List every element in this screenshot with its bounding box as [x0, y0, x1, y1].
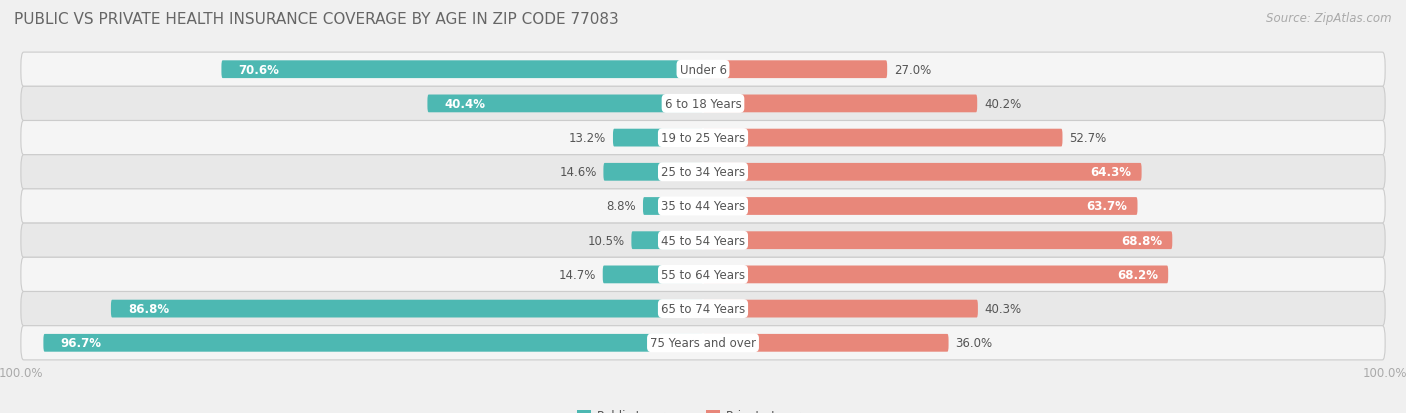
- FancyBboxPatch shape: [703, 266, 1168, 284]
- FancyBboxPatch shape: [21, 292, 1385, 326]
- FancyBboxPatch shape: [703, 198, 1137, 215]
- Text: 52.7%: 52.7%: [1070, 132, 1107, 145]
- FancyBboxPatch shape: [21, 155, 1385, 190]
- Text: 68.8%: 68.8%: [1121, 234, 1163, 247]
- Text: 86.8%: 86.8%: [128, 302, 169, 316]
- Text: 27.0%: 27.0%: [894, 64, 931, 76]
- FancyBboxPatch shape: [21, 87, 1385, 121]
- FancyBboxPatch shape: [427, 95, 703, 113]
- FancyBboxPatch shape: [631, 232, 703, 249]
- FancyBboxPatch shape: [221, 61, 703, 79]
- Text: 6 to 18 Years: 6 to 18 Years: [665, 97, 741, 111]
- Text: 70.6%: 70.6%: [239, 64, 280, 76]
- Text: 19 to 25 Years: 19 to 25 Years: [661, 132, 745, 145]
- Text: 45 to 54 Years: 45 to 54 Years: [661, 234, 745, 247]
- Text: 10.5%: 10.5%: [588, 234, 624, 247]
- FancyBboxPatch shape: [703, 232, 1173, 249]
- FancyBboxPatch shape: [111, 300, 703, 318]
- Text: 25 to 34 Years: 25 to 34 Years: [661, 166, 745, 179]
- FancyBboxPatch shape: [703, 164, 1142, 181]
- Legend: Public Insurance, Private Insurance: Public Insurance, Private Insurance: [572, 404, 834, 413]
- FancyBboxPatch shape: [21, 53, 1385, 87]
- Text: 55 to 64 Years: 55 to 64 Years: [661, 268, 745, 281]
- Text: 75 Years and over: 75 Years and over: [650, 337, 756, 349]
- FancyBboxPatch shape: [21, 258, 1385, 292]
- FancyBboxPatch shape: [21, 326, 1385, 360]
- Text: 36.0%: 36.0%: [956, 337, 993, 349]
- FancyBboxPatch shape: [21, 223, 1385, 258]
- Text: Source: ZipAtlas.com: Source: ZipAtlas.com: [1267, 12, 1392, 25]
- Text: 14.6%: 14.6%: [560, 166, 596, 179]
- FancyBboxPatch shape: [703, 95, 977, 113]
- FancyBboxPatch shape: [21, 190, 1385, 223]
- FancyBboxPatch shape: [703, 61, 887, 79]
- FancyBboxPatch shape: [603, 266, 703, 284]
- Text: 40.3%: 40.3%: [984, 302, 1022, 316]
- FancyBboxPatch shape: [643, 198, 703, 215]
- FancyBboxPatch shape: [613, 129, 703, 147]
- Text: 68.2%: 68.2%: [1116, 268, 1159, 281]
- Text: 96.7%: 96.7%: [60, 337, 101, 349]
- FancyBboxPatch shape: [603, 164, 703, 181]
- FancyBboxPatch shape: [21, 121, 1385, 155]
- Text: 14.7%: 14.7%: [558, 268, 596, 281]
- Text: 35 to 44 Years: 35 to 44 Years: [661, 200, 745, 213]
- Text: 40.2%: 40.2%: [984, 97, 1021, 111]
- FancyBboxPatch shape: [703, 300, 979, 318]
- Text: PUBLIC VS PRIVATE HEALTH INSURANCE COVERAGE BY AGE IN ZIP CODE 77083: PUBLIC VS PRIVATE HEALTH INSURANCE COVER…: [14, 12, 619, 27]
- Text: 63.7%: 63.7%: [1087, 200, 1128, 213]
- Text: 64.3%: 64.3%: [1091, 166, 1132, 179]
- Text: 13.2%: 13.2%: [569, 132, 606, 145]
- Text: 40.4%: 40.4%: [444, 97, 485, 111]
- FancyBboxPatch shape: [44, 334, 703, 352]
- FancyBboxPatch shape: [703, 129, 1063, 147]
- Text: Under 6: Under 6: [679, 64, 727, 76]
- FancyBboxPatch shape: [703, 334, 949, 352]
- Text: 8.8%: 8.8%: [606, 200, 636, 213]
- Text: 65 to 74 Years: 65 to 74 Years: [661, 302, 745, 316]
